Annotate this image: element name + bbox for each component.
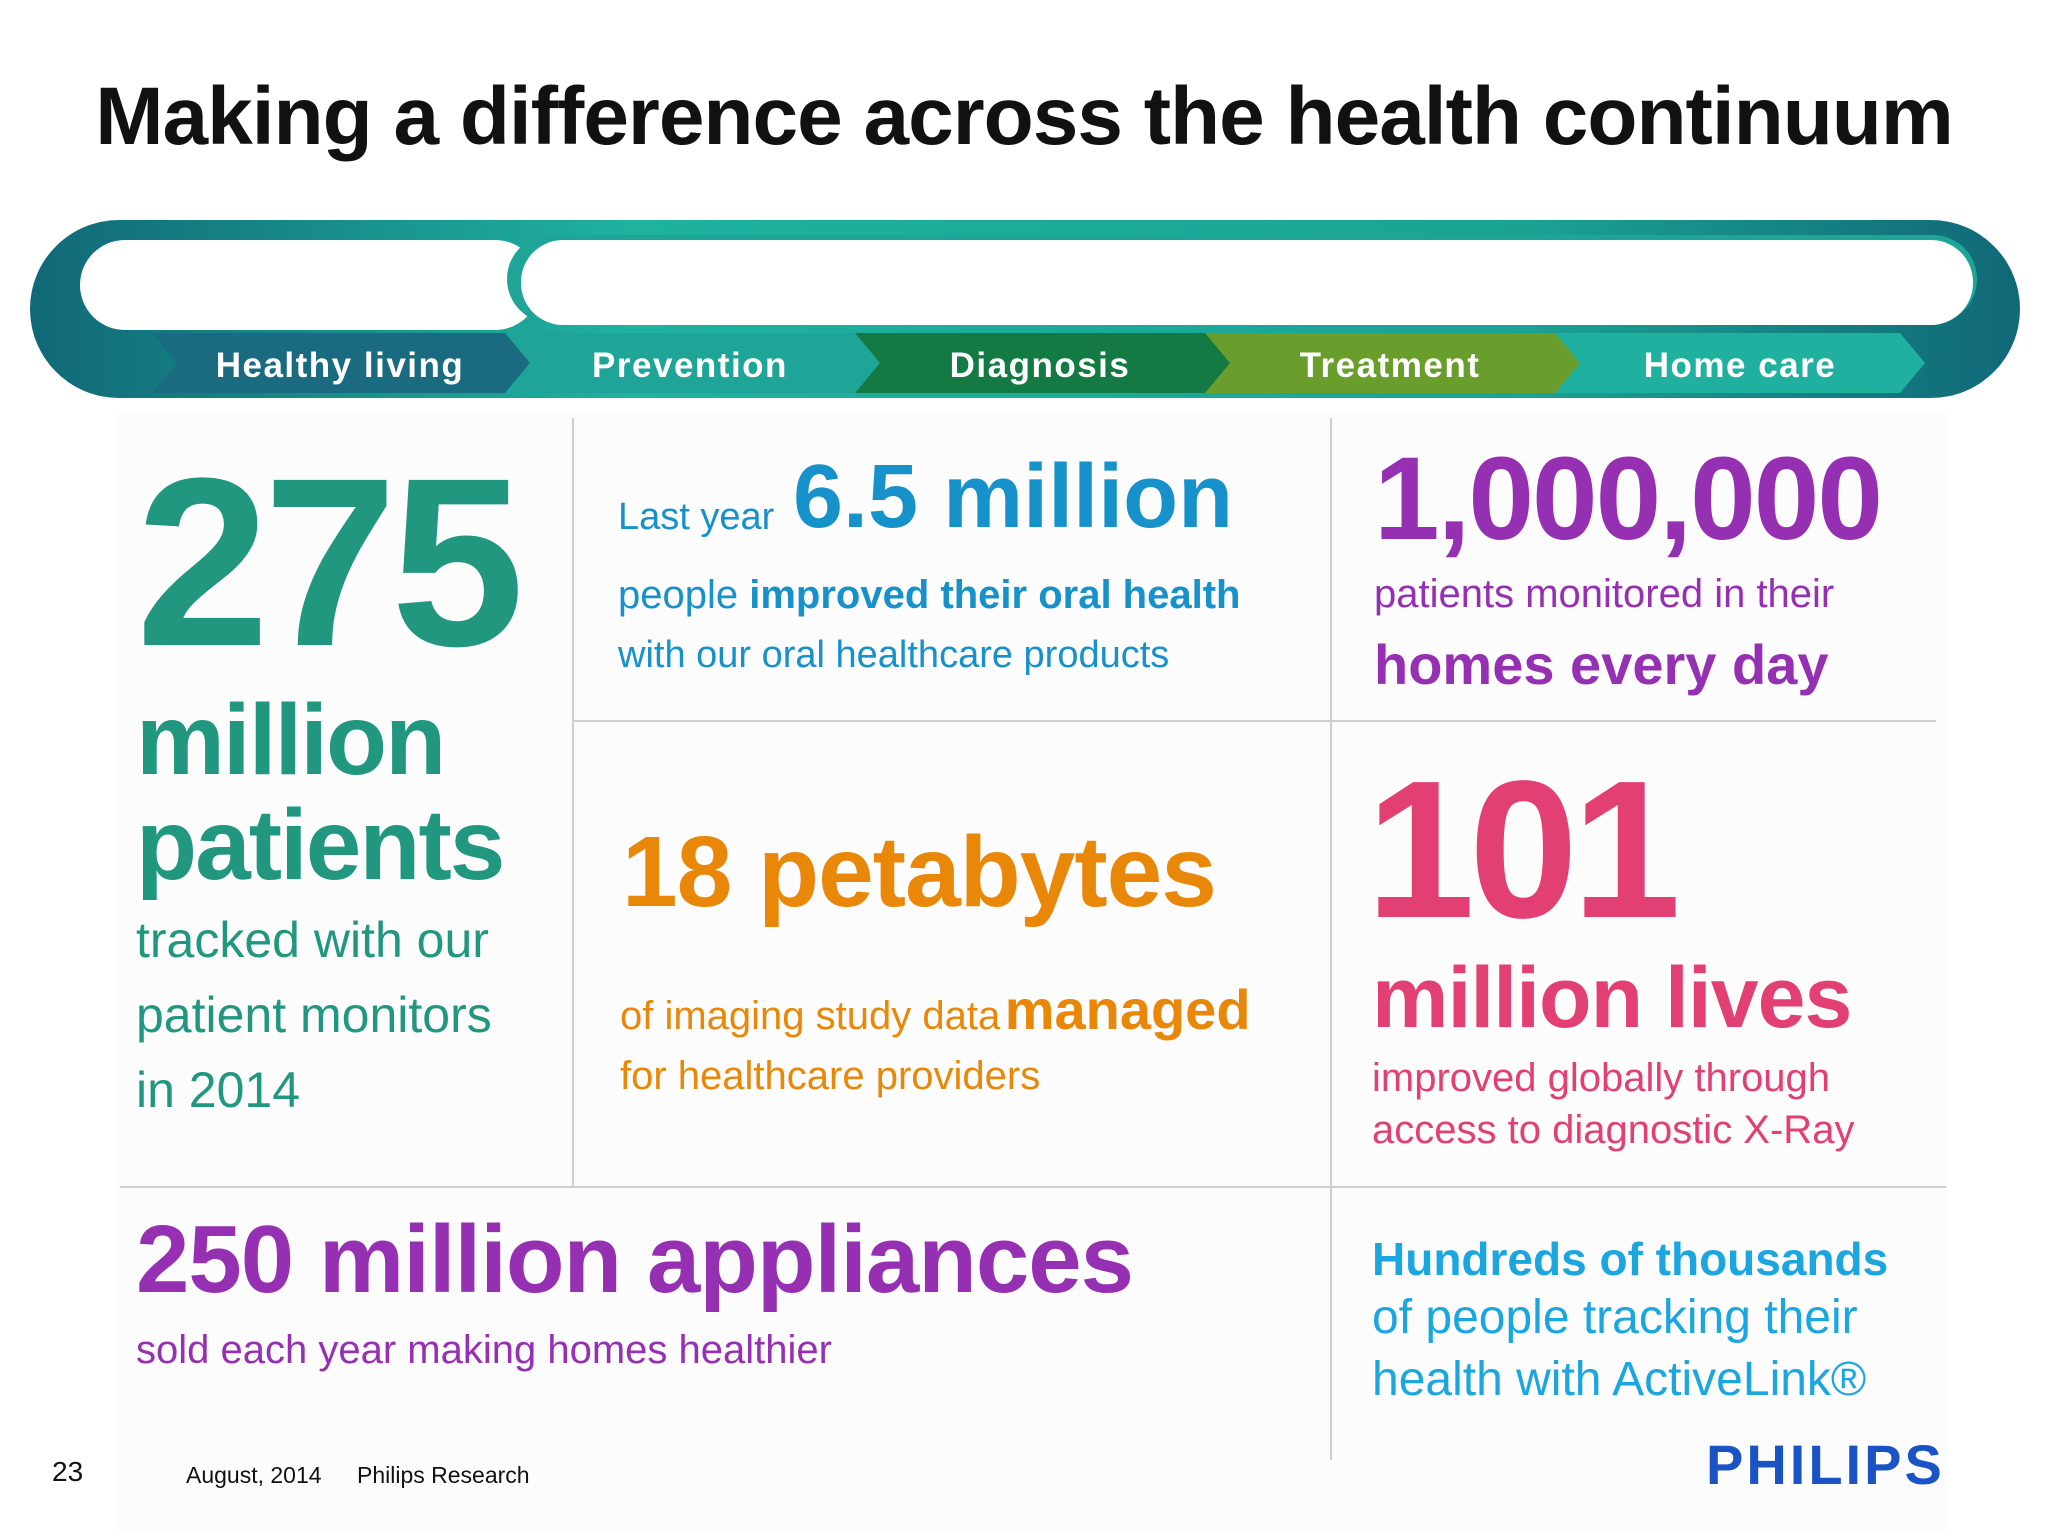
- petabytes-desc-1b: managed: [1004, 978, 1251, 1041]
- oral-number: 6.5 million: [793, 447, 1234, 547]
- stage-home-care: Home care: [1643, 346, 1837, 385]
- divider-horizontal-bottom: [120, 1186, 1946, 1188]
- patients-desc-2: patient monitors: [136, 987, 492, 1043]
- petabytes-number: 18 petabytes: [622, 816, 1217, 928]
- page-number: 23: [52, 1456, 84, 1487]
- health-continuum-banner: [30, 220, 2020, 398]
- banner-loop-right: [521, 240, 1973, 325]
- stage-prevention: Prevention: [592, 346, 788, 385]
- chevron-healthy-living: [152, 333, 535, 393]
- oral-desc-1: people improved their oral health: [618, 575, 1240, 615]
- banner-loop-left: [80, 240, 540, 330]
- homes-number: 1,000,000: [1374, 433, 1883, 565]
- homes-desc-1: patients monitored in their: [1374, 572, 1835, 616]
- patients-number: 275: [136, 428, 524, 696]
- footer-source: Philips Research: [357, 1462, 530, 1488]
- patients-desc-1: tracked with our: [136, 912, 489, 968]
- philips-logo: PHILIPS: [1706, 1433, 1945, 1496]
- oral-desc-1b: improved their oral health: [749, 573, 1241, 617]
- footer-date: August, 2014: [186, 1462, 322, 1488]
- petabytes-desc-1a: of imaging study data: [620, 994, 1001, 1038]
- lives-unit: million lives: [1372, 950, 1852, 1046]
- divider-horizontal-middle: [574, 720, 1936, 722]
- chevron-home-care: [1555, 333, 1925, 393]
- activelink-desc-2: health with ActiveLink®: [1372, 1353, 1867, 1406]
- patients-label: patients: [136, 789, 505, 901]
- oral-desc-1a: people: [618, 573, 739, 617]
- patients-unit: million: [136, 684, 446, 796]
- petabytes-desc-1: of imaging study data managed: [620, 982, 1251, 1038]
- divider-vertical-right: [1330, 418, 1332, 1460]
- appliances-number: 250 million appliances: [136, 1206, 1134, 1313]
- chevron-treatment: [1205, 333, 1585, 393]
- content-panel: [118, 412, 1948, 1532]
- appliances-desc: sold each year making homes healthier: [136, 1328, 832, 1372]
- divider-vertical-left: [572, 418, 574, 1186]
- lives-number: 101: [1366, 740, 1681, 959]
- stage-healthy-living: Healthy living: [215, 346, 465, 385]
- petabytes-desc-2: for healthcare providers: [620, 1054, 1041, 1098]
- homes-desc-2: homes every day: [1374, 633, 1829, 696]
- lives-desc-1: improved globally through: [1372, 1056, 1831, 1100]
- stage-diagnosis: Diagnosis: [949, 346, 1131, 385]
- oral-desc-2: with our oral healthcare products: [618, 634, 1170, 676]
- patients-desc-3: in 2014: [136, 1062, 301, 1118]
- chevron-prevention: [505, 333, 885, 393]
- page-title: Making a difference across the health co…: [95, 71, 1954, 162]
- activelink-heading: Hundreds of thousands: [1372, 1233, 1889, 1285]
- lives-desc-2: access to diagnostic X-Ray: [1372, 1108, 1855, 1152]
- oral-prefix: Last year: [618, 496, 775, 538]
- stage-treatment: Treatment: [1299, 346, 1481, 385]
- activelink-desc-1: of people tracking their: [1372, 1291, 1858, 1344]
- chevron-diagnosis: [855, 333, 1235, 393]
